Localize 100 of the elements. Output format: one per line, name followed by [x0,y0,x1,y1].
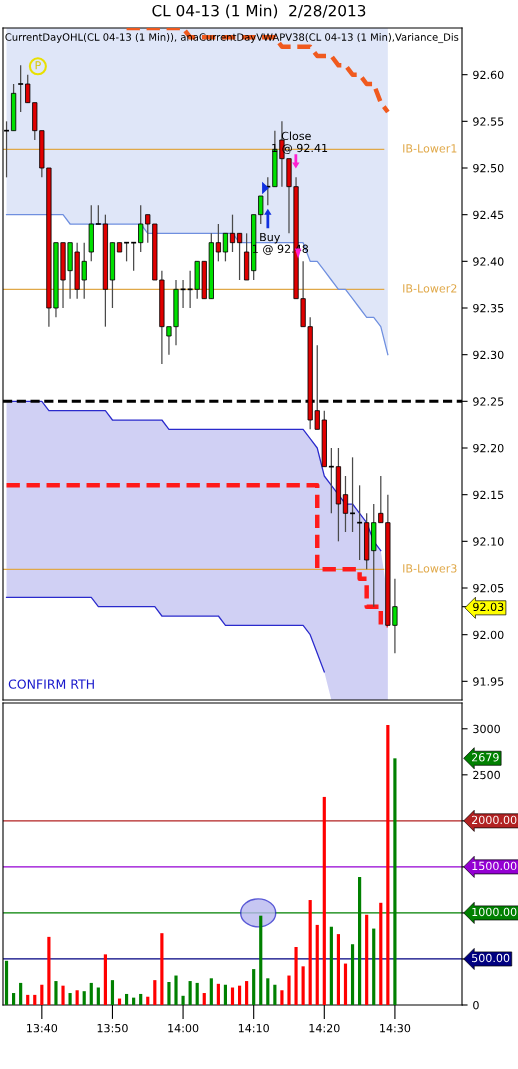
x-tick-label: 14:20 [309,1023,340,1033]
bar [350,944,355,1005]
y-tick-label: 92.60 [473,70,504,80]
text: 2679 [471,753,499,762]
y-tick-label: 92.30 [473,350,504,360]
bar [230,987,235,1005]
bar [365,914,369,1005]
y-tick-label: 92.40 [473,257,504,266]
bar [336,934,341,1005]
bar [12,993,16,1005]
y-tick-label: 92.15 [473,490,504,500]
bar [252,969,256,1005]
annotation: CurrentDayOHL(CL 04-13 (1 Min)), anaCurrentDayVWAPV38(CL 04-13 (1 Min),Variance_Dis [5,33,459,44]
bar [26,994,30,1005]
y-tick-label: 92.25 [473,397,504,406]
y-tick-label: 92.50 [473,163,504,173]
bar [379,902,383,1005]
bar [174,975,178,1005]
ref-line-label: 1000.00 [472,907,517,917]
ref-line-label: IB-Lower3 [403,564,457,573]
y-tick-label: 2500 [473,770,500,780]
bar [167,981,171,1005]
ref-line-label: IB-Lower2 [403,284,457,293]
bar [139,993,143,1005]
candlestick [123,241,130,262]
chart-title: CL 04-13 (1 Min) 2/28/2013 [152,4,366,19]
bar [216,983,220,1005]
bar [124,993,129,1005]
bar [54,981,58,1005]
annotation: Close [281,131,311,141]
candlestick [215,223,221,262]
candlestick [229,214,236,253]
y-tick-label: 92.35 [473,303,504,313]
bar [117,998,122,1005]
bar [343,963,348,1005]
bar [188,981,192,1005]
bar [329,926,333,1005]
ref-line-label: 500.00 [472,953,510,963]
bar [202,993,206,1005]
bar [19,982,23,1005]
annotation: Buy [260,232,281,244]
candlestick [328,447,335,514]
bar [40,984,44,1005]
line-series [5,596,325,673]
candlestick [342,475,349,533]
y-tick-label: 92.03 [473,602,504,612]
bar [33,994,37,1005]
bar [223,984,228,1005]
bar [181,995,185,1005]
y-tick-label: 91.95 [473,677,504,686]
candlestick [356,484,363,561]
candlestick [222,232,229,262]
bar [209,978,213,1005]
x-tick-label: 14:00 [168,1023,199,1033]
bar [110,980,115,1005]
annotation: P [35,61,41,70]
bar [301,966,305,1005]
candlestick [236,232,243,281]
candlestick [130,241,137,272]
candlestick [17,64,24,113]
bar [75,990,79,1005]
y-tick-label: 3000 [473,724,500,734]
y-tick-label: 0 [473,1000,479,1010]
ref-line-label: 2000.00 [471,815,517,825]
bar [132,997,136,1005]
line-series [5,214,389,356]
bar [259,915,263,1005]
bar [280,990,284,1005]
bar [96,987,100,1005]
bar [308,900,312,1005]
y-tick-label: 92.55 [473,117,504,126]
bar [287,975,291,1005]
y-tick-label: 92.00 [473,630,504,640]
bar [315,924,319,1005]
bar [195,982,199,1005]
y-tick-label: 92.45 [473,210,504,220]
candlestick [95,204,102,225]
bar [266,978,270,1005]
bar [386,725,390,1005]
bar [372,928,376,1005]
y-tick-label: 92.10 [473,537,504,546]
bar [146,996,150,1005]
annotation: CONFIRM RTH [8,679,94,689]
bar [160,933,164,1005]
bar [68,993,72,1005]
bar [294,946,298,1005]
ref-line-label: 1500.00 [472,861,517,871]
bar [245,981,249,1005]
x-tick-label: 13:50 [97,1023,128,1033]
bar [322,796,326,1005]
bar [47,936,51,1005]
bar [153,980,157,1005]
x-tick-label: 14:30 [380,1023,411,1033]
ref-line-label: IB-Lower1 [403,144,457,153]
x-tick-label: 13:40 [27,1023,58,1033]
x-tick-label: 14:10 [238,1023,269,1033]
bar [273,984,277,1005]
y-tick-label: 92.05 [473,583,504,593]
bar [89,982,93,1005]
bar [103,954,107,1005]
